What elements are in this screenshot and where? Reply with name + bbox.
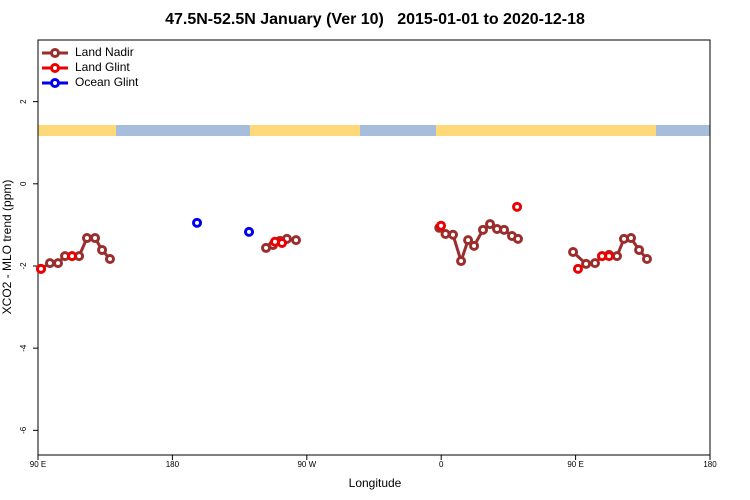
data-point: [291, 235, 302, 246]
ocean-band: [38, 125, 710, 136]
land-mask-strip: [38, 125, 710, 136]
data-point: [90, 233, 101, 244]
legend-label: Ocean Glint: [75, 75, 139, 89]
x-tick-label: 90 W: [297, 460, 316, 469]
data-point: [192, 217, 203, 228]
data-point: [611, 251, 622, 262]
data-point: [512, 201, 523, 212]
legend-label: Land Nadir: [75, 45, 134, 59]
x-tick-label: 180: [703, 460, 717, 469]
legend-label: Land Glint: [75, 60, 130, 74]
legend-marker: [50, 48, 60, 58]
y-tick-label: 2: [19, 99, 28, 104]
legend-marker: [50, 78, 60, 88]
land-band: [250, 125, 360, 136]
data-point: [581, 258, 592, 269]
x-axis-label: Longitude: [349, 476, 402, 490]
data-point: [277, 237, 288, 248]
land-band: [38, 125, 116, 136]
data-point: [53, 258, 64, 269]
series-line: [40, 222, 649, 271]
data-point: [463, 235, 474, 246]
data-point: [244, 226, 255, 237]
x-tick-label: 180: [166, 460, 180, 469]
y-tick-label: -4: [19, 344, 28, 352]
data-point: [499, 224, 510, 235]
data-point: [67, 251, 78, 262]
data-point: [604, 251, 615, 262]
y-tick-label: -6: [19, 426, 28, 434]
data-point: [456, 256, 467, 267]
chart-title: 47.5N-52.5N January (Ver 10) 2015-01-01 …: [165, 11, 585, 28]
data-point: [590, 258, 601, 269]
plot-frame: [37, 39, 711, 456]
y-tick-label: 0: [19, 181, 28, 186]
data-point: [626, 233, 637, 244]
data-point: [440, 228, 451, 239]
data-point: [478, 224, 489, 235]
data-point: [104, 254, 115, 265]
data-point: [634, 244, 645, 255]
data-point: [641, 254, 652, 265]
data-point: [44, 258, 55, 269]
data-point: [97, 244, 108, 255]
data-point: [512, 233, 523, 244]
data-point: [572, 263, 583, 274]
data-point: [447, 229, 458, 240]
data-point: [469, 240, 480, 251]
data-point: [485, 219, 496, 230]
y-axis-label: XCO2 - MLO trend (ppm): [0, 180, 14, 315]
x-tick-label: 90 E: [567, 460, 583, 469]
y-tick-label: -2: [19, 262, 28, 270]
legend-marker: [50, 63, 60, 73]
data-point: [436, 220, 447, 231]
land-band: [436, 125, 656, 136]
x-tick-label: 90 E: [30, 460, 46, 469]
data-point: [35, 263, 46, 274]
x-tick-label: 0: [439, 460, 444, 469]
data-point: [81, 233, 92, 244]
data-point: [568, 247, 579, 258]
